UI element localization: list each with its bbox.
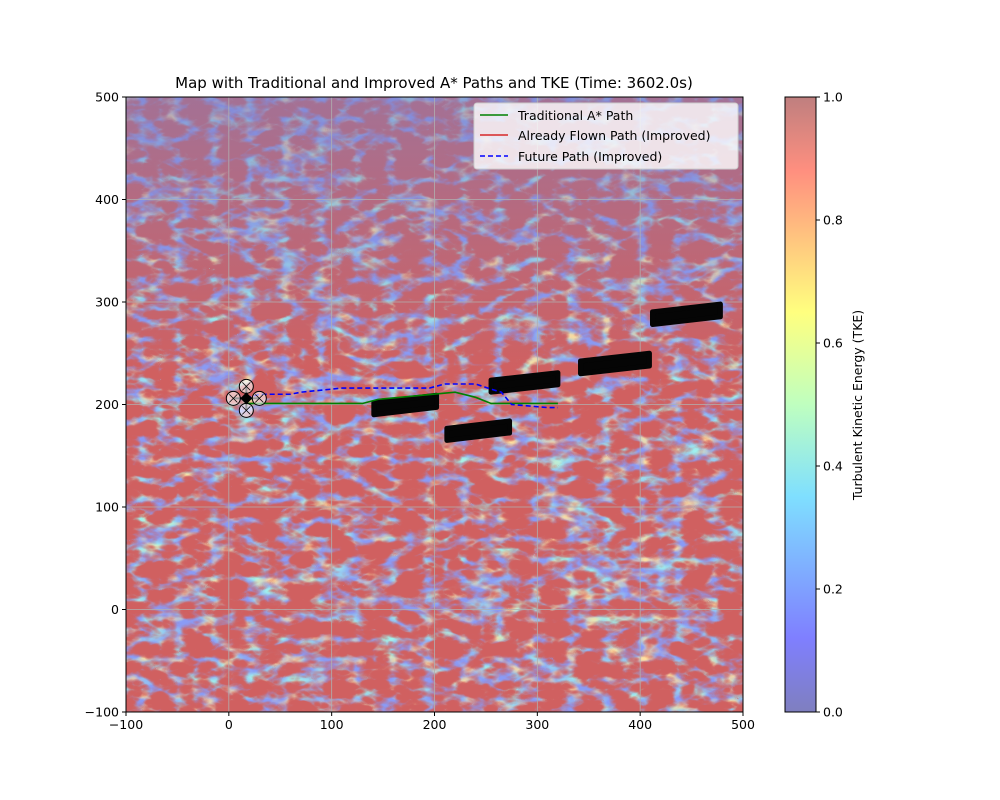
colorbar-tick-label: 0.2 (823, 582, 843, 597)
colorbar-tick-label: 0.4 (823, 459, 843, 474)
quadcopter-icon (225, 378, 267, 418)
legend-label-traditional: Traditional A* Path (517, 108, 633, 123)
y-tick-label: 0 (111, 602, 119, 617)
x-tick-label: 100 (320, 717, 344, 732)
obstacle-0 (371, 392, 440, 418)
x-tick-label: −100 (109, 717, 143, 732)
y-tick-label: 100 (95, 500, 119, 515)
y-tick-label: 500 (95, 90, 119, 105)
drone-prop-b-3 (242, 406, 251, 415)
legend-label-flown: Already Flown Path (Improved) (518, 128, 711, 143)
drone-prop-b-1 (255, 394, 264, 403)
colorbar-gradient (784, 96, 817, 713)
colorbar-tick-label: 0.0 (823, 705, 843, 720)
x-axis: −100 0 100 200 300 400 500 (109, 712, 755, 732)
colorbar-ticks: 0.0 0.2 0.4 0.6 0.8 1.0 (816, 90, 843, 720)
path-series-2 (246, 383, 558, 409)
drone-prop-b-2 (242, 382, 251, 391)
x-tick-label: 400 (628, 717, 652, 732)
colorbar-tick-label: 1.0 (823, 90, 843, 105)
y-tick-label: 300 (95, 295, 119, 310)
legend-label-future: Future Path (Improved) (518, 149, 662, 164)
colorbar: 0.0 0.2 0.4 0.6 0.8 1.0 Turbulent Kinetic Ene… (784, 90, 865, 720)
x-tick-label: 500 (731, 717, 755, 732)
y-axis: −100 0 100 200 300 400 500 (85, 90, 126, 720)
obstacle-2 (488, 370, 561, 395)
y-tick-label: −100 (85, 705, 119, 720)
colorbar-label: Turbulent Kinetic Energy (TKE) (850, 310, 865, 501)
x-tick-label: 0 (225, 717, 233, 732)
colorbar-tick-label: 0.6 (823, 336, 843, 351)
chart-title: Map with Traditional and Improved A* Pat… (175, 74, 693, 92)
y-tick-label: 400 (95, 192, 119, 207)
path-series-0 (246, 391, 558, 405)
drone-prop-b-0 (229, 394, 238, 403)
legend: Traditional A* Path Already Flown Path (… (473, 102, 739, 170)
x-tick-label: 300 (525, 717, 549, 732)
x-tick-label: 200 (423, 717, 447, 732)
legend-box (473, 102, 739, 170)
obstacle-4 (650, 301, 723, 328)
paths (246, 383, 558, 409)
colorbar-tick-label: 0.8 (823, 213, 843, 228)
obstacle-3 (578, 350, 652, 377)
obstacle-1 (444, 418, 513, 443)
y-tick-label: 200 (95, 397, 119, 412)
obstacles (371, 301, 723, 443)
drone-body (240, 392, 253, 405)
